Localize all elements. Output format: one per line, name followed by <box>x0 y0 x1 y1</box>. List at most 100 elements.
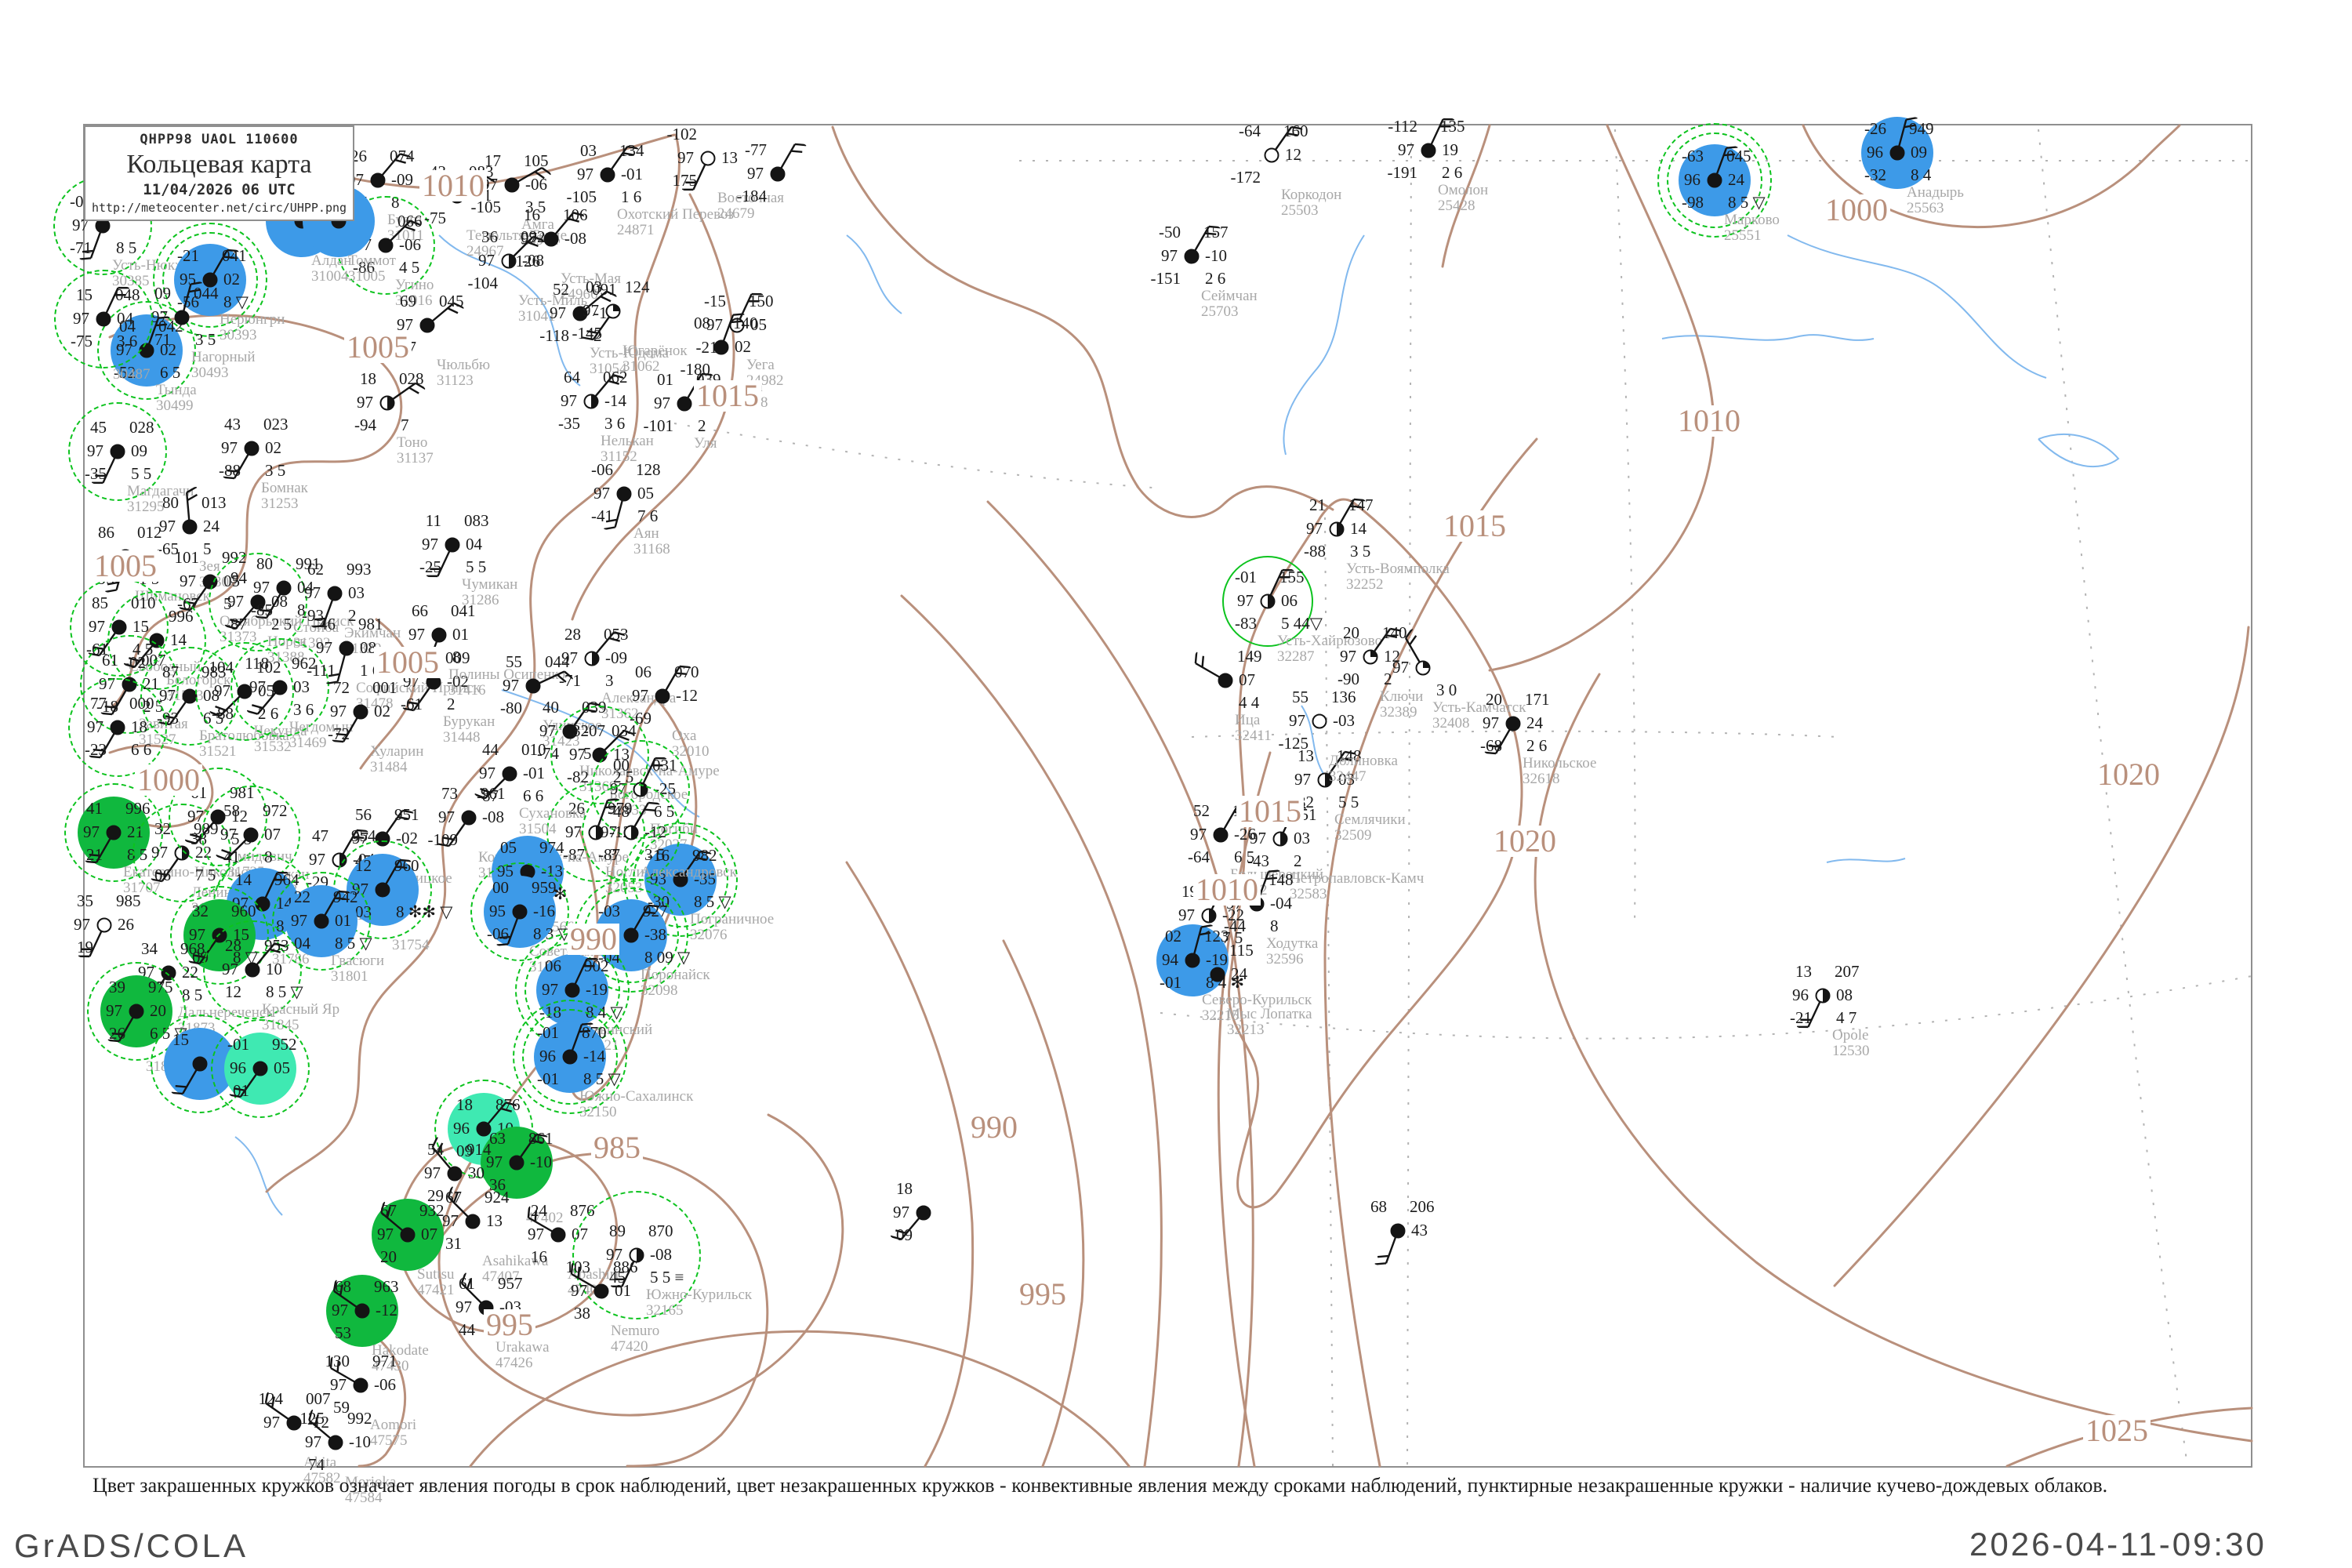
humidity-value: 97 <box>1340 647 1356 666</box>
station-id: 24679 <box>717 205 755 222</box>
cumulonimbus-ring <box>87 962 186 1061</box>
station-name: Нагорный <box>191 349 256 365</box>
pressure-value: 971 <box>372 1352 397 1370</box>
station-name: Мыс Лопатка <box>1227 1006 1312 1022</box>
dewpoint-value: -41 <box>591 506 613 525</box>
pressure-tendency-value: -08 <box>482 808 504 826</box>
station-circle <box>543 231 559 247</box>
pressure-tendency-value: -10 <box>349 1432 371 1451</box>
station-circle <box>1363 649 1378 665</box>
pressure-value: 902 <box>584 956 609 975</box>
station-name: Долиновка <box>1329 753 1398 769</box>
station-circle <box>110 444 125 459</box>
pressure-value: 045 <box>439 292 464 310</box>
pressure-tendency-value: 05 <box>637 484 654 503</box>
source-url[interactable]: http://meteocenter.net/circ/UHPP.png <box>91 200 347 215</box>
station-circle <box>512 904 528 920</box>
render-timestamp: 2026-04-11-09:30 <box>1969 1526 2267 1563</box>
station-id: 31448 <box>443 729 481 746</box>
dewpoint-value: 36 <box>489 1175 506 1194</box>
pressure-tendency-value: 43 <box>1411 1221 1428 1240</box>
pressure-value: 954 <box>351 826 376 845</box>
pressure-tendency-value: 07 <box>264 825 281 844</box>
station-name: Семлячики <box>1334 811 1406 828</box>
pressure-value: 023 <box>263 415 289 434</box>
station-circle <box>96 917 112 933</box>
station-name: Уля <box>694 435 717 452</box>
station-name: Morioka <box>345 1474 397 1490</box>
station-circle <box>593 1283 609 1299</box>
dewpoint-value: -88 <box>1304 542 1326 561</box>
station-circle <box>174 310 190 325</box>
station-circle <box>677 396 692 412</box>
station-circle <box>272 680 288 695</box>
temperature-value: 68 <box>1370 1197 1387 1216</box>
temperature-value: 86 <box>98 523 114 542</box>
station-circle <box>572 306 588 321</box>
isobar-value-label: 995 <box>1017 1279 1069 1310</box>
humidity-value: 97 <box>583 301 599 320</box>
dewpoint-value: -82 <box>567 768 589 786</box>
station-circle <box>1218 673 1233 688</box>
station-name: Томмот <box>348 252 396 269</box>
pressure-value: 949 <box>1909 119 1934 138</box>
pressure-value: 981 <box>358 615 383 633</box>
cloud-code-values: 5 5 <box>466 557 487 576</box>
humidity-value: 97 <box>442 1211 459 1230</box>
station-circle <box>1264 147 1279 163</box>
temperature-value: 104 <box>209 658 234 677</box>
pressure-tendency-value: 02 <box>735 337 751 356</box>
temperature-value: -64 <box>1239 122 1261 140</box>
station-circle <box>700 151 716 166</box>
pressure-tendency-value: 09 <box>131 441 147 460</box>
station-name: Усть-Мая <box>561 270 621 287</box>
station-circle <box>461 810 477 826</box>
temperature-value: 67 <box>445 1188 462 1207</box>
cloud-code-values: 3 5 <box>195 330 216 349</box>
temperature-value: 66 <box>412 601 428 620</box>
temperature-value: 46 <box>319 615 336 633</box>
temperature-value: 06 <box>635 662 652 681</box>
pressure-tendency-value: 12 <box>1285 145 1301 164</box>
humidity-value: 97 <box>377 1225 394 1243</box>
station-id: 47426 <box>495 1355 533 1371</box>
dewpoint-value: -75 <box>71 332 93 350</box>
station-circle <box>770 166 786 182</box>
cloud-code-values: 7 5 <box>1222 928 1243 947</box>
pressure-value: 148 <box>1269 870 1294 889</box>
pressure-tendency-value: 08 <box>271 592 288 611</box>
pressure-value: 083 <box>464 511 489 530</box>
temperature-value: 101 <box>174 548 200 567</box>
station-name: Анадырь <box>1907 184 1964 201</box>
station-id: 32150 <box>579 1104 617 1120</box>
cloud-code-values: 8 ▽ <box>223 292 249 311</box>
humidity-value: 97 <box>632 686 648 705</box>
station-id: 31286 <box>462 592 499 608</box>
pressure-tendency-value: 24 <box>1526 713 1543 732</box>
dewpoint-value: -44 <box>1224 916 1246 935</box>
station-circle <box>328 1435 343 1450</box>
pressure-tendency-value: -38 <box>644 925 666 944</box>
station-id: 25563 <box>1907 200 1944 216</box>
cloud-code-values: 2 6 <box>1526 736 1548 755</box>
pressure-tendency-value: 02 <box>265 438 281 457</box>
station-id: 31504 <box>519 821 557 837</box>
temperature-value: 01 <box>657 370 673 389</box>
humidity-value: 96 <box>1867 143 1883 162</box>
pressure-tendency-value: -01 <box>621 165 643 183</box>
humidity-value: 94 <box>1162 950 1178 969</box>
temperature-value: 58 <box>223 801 240 820</box>
pressure-value: 206 <box>1410 1197 1435 1216</box>
pressure-value: 996 <box>169 607 194 626</box>
temperature-value: 03 <box>586 278 602 296</box>
temperature-value: -21 <box>177 246 199 265</box>
pressure-value: 876 <box>495 1095 521 1114</box>
station-circle <box>465 1214 481 1229</box>
dewpoint-value: 12 <box>225 982 241 1001</box>
station-id: 32596 <box>1266 951 1304 967</box>
pressure-value: 960 <box>231 902 256 920</box>
humidity-value: 97 <box>1237 591 1254 610</box>
station-name: Хуларин <box>370 743 424 760</box>
pressure-value: 963 <box>374 1277 399 1296</box>
cloud-code-values: 2 <box>348 606 357 625</box>
